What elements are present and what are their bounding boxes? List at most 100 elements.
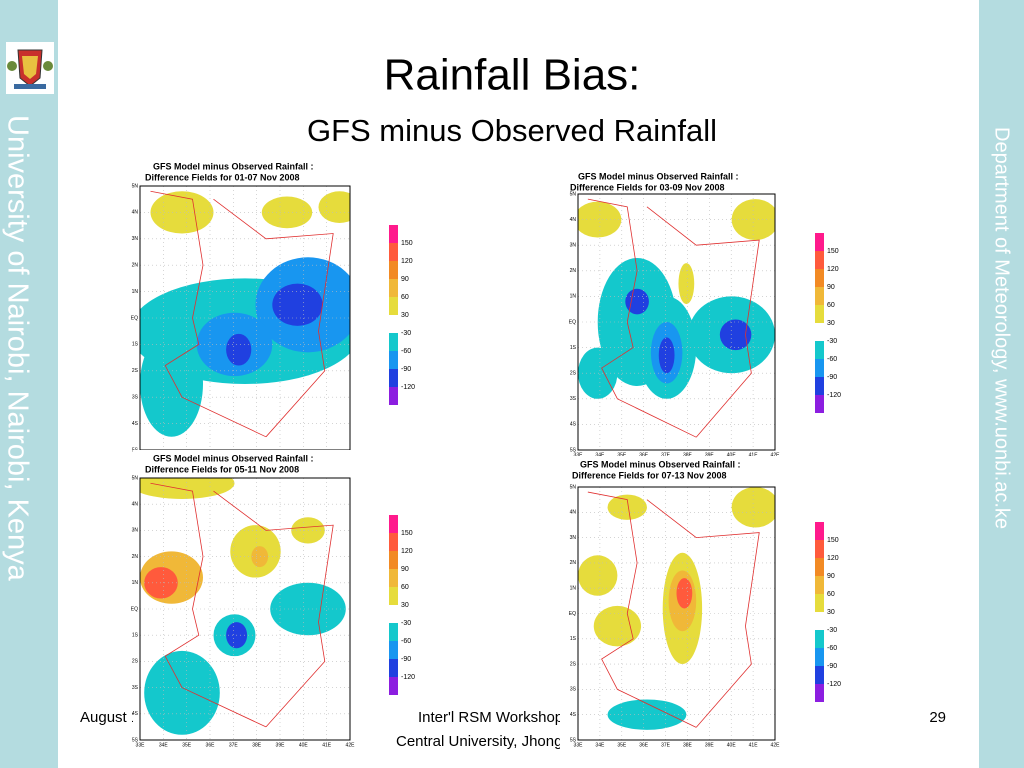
contour-region [272, 283, 323, 326]
lat-label: 2S [132, 659, 139, 665]
colorbar-box [815, 287, 824, 305]
lat-label: 2S [570, 371, 577, 377]
lat-label: 2N [132, 554, 139, 560]
left-sidebar [0, 0, 58, 768]
lat-label: 1N [570, 294, 577, 300]
lat-label: 3S [570, 396, 577, 402]
lat-label: 3N [570, 535, 577, 541]
lon-label: 39E [705, 452, 715, 458]
map-frame [139, 477, 351, 741]
colorbar-label: -90 [827, 374, 837, 381]
lat-label: 5S [570, 447, 577, 453]
colorbar-box [815, 233, 824, 251]
colorbar-box [389, 279, 398, 297]
lon-label: 41E [322, 742, 332, 748]
sidebar-right-text: Department of Meteorology, www.uonbi.ac.… [991, 127, 1013, 529]
colorbar-label: 90 [401, 276, 409, 283]
contour-region [731, 487, 775, 528]
footer-date: August 1 [80, 709, 139, 726]
colorbar-box [815, 377, 824, 395]
colorbar-label: -90 [827, 663, 837, 670]
colorbar-box [389, 243, 398, 261]
lat-label: EQ [569, 611, 576, 617]
border-line [646, 206, 760, 438]
colorbar-box [389, 569, 398, 587]
colorbar-label: -60 [401, 348, 411, 355]
colorbar-label: 30 [401, 602, 409, 609]
lon-label: 35E [617, 742, 627, 748]
map-field [578, 487, 775, 740]
colorbar-box [389, 333, 398, 351]
contour-region [140, 331, 203, 437]
contour-region [318, 191, 350, 223]
colorbar-label: 150 [827, 537, 839, 544]
lon-label: 33E [574, 452, 584, 458]
lon-label: 41E [749, 452, 759, 458]
subtitle: GFS minus Observed Rainfall [307, 113, 717, 148]
lon-label: 38E [252, 742, 262, 748]
lon-label: 42E [346, 742, 356, 748]
colorbar-label: 30 [401, 312, 409, 319]
lat-label: 4N [570, 510, 577, 516]
lon-label: 35E [182, 742, 192, 748]
lat-label: 5N [132, 183, 139, 189]
lat-label: EQ [569, 319, 576, 325]
lat-label: 4S [570, 422, 577, 428]
lon-label: 36E [206, 742, 216, 748]
lat-label: 4N [132, 502, 139, 508]
colorbar-box [815, 522, 824, 540]
contour-region [144, 650, 220, 735]
colorbar-box [389, 515, 398, 533]
border-line [150, 190, 267, 438]
map: GFS Model minus Observed Rainfall :Diffe… [131, 158, 415, 462]
contour-region [625, 288, 649, 315]
lat-label: 1N [132, 289, 139, 295]
lat-label: 5S [570, 737, 577, 743]
colorbar-box [815, 684, 824, 702]
map-field [578, 194, 775, 450]
lat-label: 4S [570, 712, 577, 718]
colorbar-label: -90 [401, 366, 411, 373]
map-subheading: Difference Fields for 07-13 Nov 2008 [572, 470, 727, 480]
colorbar-box [389, 533, 398, 551]
lon-label: 40E [727, 452, 737, 458]
colorbar-box [815, 251, 824, 269]
contour-region [150, 191, 214, 234]
contour-region [140, 478, 235, 499]
lon-label: 34E [595, 452, 605, 458]
lon-label: 34E [595, 742, 605, 748]
lat-label: 3N [132, 528, 139, 534]
contour-region [578, 347, 618, 399]
border-line [587, 198, 697, 438]
lat-label: 2N [570, 560, 577, 566]
lon-label: 37E [229, 742, 239, 748]
lat-label: 3S [570, 687, 577, 693]
footer-venue: Central University, Jhong [396, 733, 562, 750]
colorbar-box [815, 576, 824, 594]
lon-label: 39E [276, 742, 286, 748]
lat-label: 5S [132, 737, 139, 743]
colorbar-box [389, 387, 398, 405]
colorbar-box [815, 558, 824, 576]
border-line [587, 491, 697, 728]
lat-label: 2S [570, 661, 577, 667]
colorbar-box [815, 359, 824, 377]
contour-region [678, 263, 695, 305]
colorbar-box [815, 648, 824, 666]
map-heading: GFS Model minus Observed Rainfall : [578, 171, 739, 181]
logo [6, 42, 54, 94]
map-field [140, 186, 350, 450]
colorbar-box [815, 341, 824, 359]
colorbar-box [815, 540, 824, 558]
lat-label: 4S [132, 421, 139, 427]
colorbar-label: 30 [827, 609, 835, 616]
map: GFS Model minus Observed Rainfall :Diffe… [131, 450, 415, 752]
border-line [150, 482, 267, 728]
map-subheading: Difference Fields for 01-07 Nov 2008 [145, 172, 300, 182]
colorbar-box [815, 594, 824, 612]
lon-label: 33E [136, 742, 146, 748]
colorbar-label: -120 [827, 392, 841, 399]
lat-label: 5N [132, 475, 139, 481]
colorbar-label: 150 [401, 530, 413, 537]
sidebar-left-text: University of Nairobi, Nairobi, Kenya [1, 115, 33, 582]
